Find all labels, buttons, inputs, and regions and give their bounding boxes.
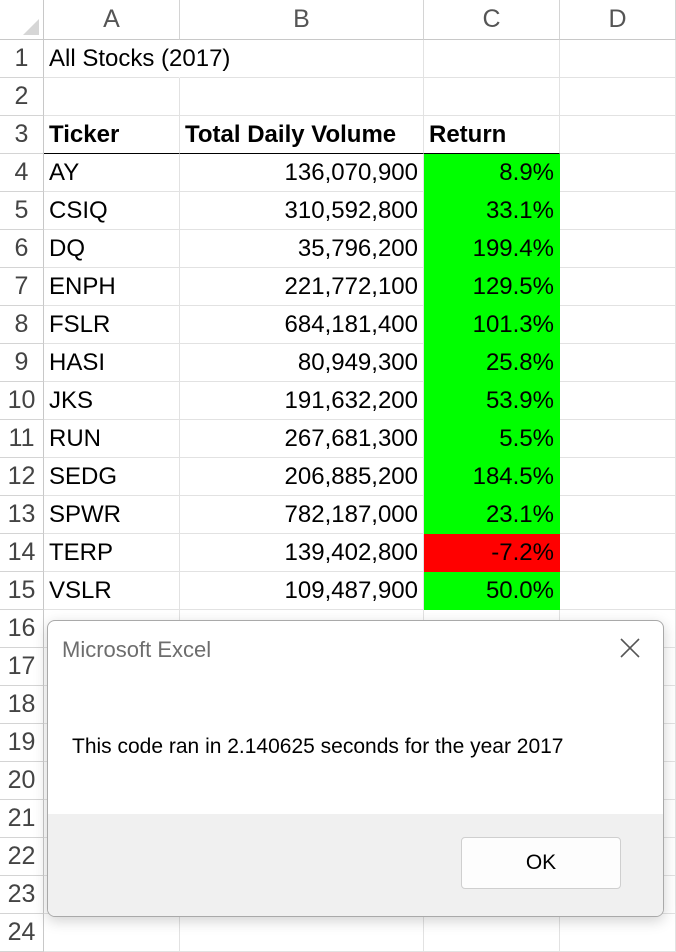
ticker-cell[interactable]: ENPH	[44, 268, 180, 306]
cell-d10[interactable]	[560, 382, 676, 420]
cell-c1[interactable]	[424, 40, 560, 78]
row-header-22[interactable]: 22	[0, 838, 44, 876]
cell-b24[interactable]	[180, 914, 424, 952]
row-header-9[interactable]: 9	[0, 344, 44, 382]
cell-d12[interactable]	[560, 458, 676, 496]
row-header-24[interactable]: 24	[0, 914, 44, 952]
return-cell[interactable]: 8.9%	[424, 154, 560, 192]
return-cell[interactable]: 184.5%	[424, 458, 560, 496]
ticker-cell[interactable]: VSLR	[44, 572, 180, 610]
cell-a2[interactable]	[44, 78, 180, 116]
cell-d2[interactable]	[560, 78, 676, 116]
cell-d5[interactable]	[560, 192, 676, 230]
cell-c2[interactable]	[424, 78, 560, 116]
header-volume[interactable]: Total Daily Volume	[180, 116, 424, 154]
cell-a24[interactable]	[44, 914, 180, 952]
sheet-title-cell[interactable]: All Stocks (2017)	[44, 40, 230, 78]
ticker-cell[interactable]: CSIQ	[44, 192, 180, 230]
dialog-message: This code ran in 2.140625 seconds for th…	[72, 735, 564, 758]
return-cell[interactable]: 23.1%	[424, 496, 560, 534]
return-cell[interactable]: 129.5%	[424, 268, 560, 306]
cell-d4[interactable]	[560, 154, 676, 192]
row-header-1[interactable]: 1	[0, 40, 44, 78]
row-header-20[interactable]: 20	[0, 762, 44, 800]
cell-d3[interactable]	[560, 116, 676, 154]
row-header-14[interactable]: 14	[0, 534, 44, 572]
row-header-3[interactable]: 3	[0, 116, 44, 154]
cell-d1[interactable]	[560, 40, 676, 78]
ticker-cell[interactable]: AY	[44, 154, 180, 192]
cell-d8[interactable]	[560, 306, 676, 344]
column-header-d[interactable]: D	[560, 0, 676, 40]
ticker-cell[interactable]: FSLR	[44, 306, 180, 344]
header-return[interactable]: Return	[424, 116, 560, 154]
row-header-15[interactable]: 15	[0, 572, 44, 610]
cell-d11[interactable]	[560, 420, 676, 458]
volume-cell[interactable]: 109,487,900	[180, 572, 424, 610]
row-header-16[interactable]: 16	[0, 610, 44, 648]
row-header-13[interactable]: 13	[0, 496, 44, 534]
row-header-8[interactable]: 8	[0, 306, 44, 344]
return-cell[interactable]: 50.0%	[424, 572, 560, 610]
volume-cell[interactable]: 80,949,300	[180, 344, 424, 382]
return-cell[interactable]: 5.5%	[424, 420, 560, 458]
volume-cell[interactable]: 206,885,200	[180, 458, 424, 496]
close-icon[interactable]	[617, 635, 643, 661]
row-header-17[interactable]: 17	[0, 648, 44, 686]
message-dialog: Microsoft Excel This code ran in 2.14062…	[47, 620, 664, 917]
cell-d7[interactable]	[560, 268, 676, 306]
ok-button[interactable]: OK	[461, 837, 621, 889]
volume-cell[interactable]: 684,181,400	[180, 306, 424, 344]
volume-cell[interactable]: 310,592,800	[180, 192, 424, 230]
cell-d9[interactable]	[560, 344, 676, 382]
cell-b1[interactable]	[180, 40, 424, 78]
volume-cell[interactable]: 267,681,300	[180, 420, 424, 458]
column-header-a[interactable]: A	[44, 0, 180, 40]
return-cell[interactable]: -7.2%	[424, 534, 560, 572]
volume-cell[interactable]: 35,796,200	[180, 230, 424, 268]
header-ticker[interactable]: Ticker	[44, 116, 180, 154]
row-header-19[interactable]: 19	[0, 724, 44, 762]
volume-cell[interactable]: 139,402,800	[180, 534, 424, 572]
ticker-cell[interactable]: SPWR	[44, 496, 180, 534]
cell-d24[interactable]	[560, 914, 676, 952]
row-header-21[interactable]: 21	[0, 800, 44, 838]
cell-b2[interactable]	[180, 78, 424, 116]
cell-d13[interactable]	[560, 496, 676, 534]
row-header-23[interactable]: 23	[0, 876, 44, 914]
cell-d14[interactable]	[560, 534, 676, 572]
column-header-c[interactable]: C	[424, 0, 560, 40]
cell-d6[interactable]	[560, 230, 676, 268]
return-cell[interactable]: 53.9%	[424, 382, 560, 420]
ticker-cell[interactable]: RUN	[44, 420, 180, 458]
return-cell[interactable]: 199.4%	[424, 230, 560, 268]
volume-cell[interactable]: 191,632,200	[180, 382, 424, 420]
row-header-6[interactable]: 6	[0, 230, 44, 268]
return-cell[interactable]: 101.3%	[424, 306, 560, 344]
row-header-18[interactable]: 18	[0, 686, 44, 724]
ticker-cell[interactable]: DQ	[44, 230, 180, 268]
column-header-b[interactable]: B	[180, 0, 424, 40]
select-all-corner[interactable]	[0, 0, 44, 40]
row-header-10[interactable]: 10	[0, 382, 44, 420]
row-header-5[interactable]: 5	[0, 192, 44, 230]
row-header-12[interactable]: 12	[0, 458, 44, 496]
row-header-4[interactable]: 4	[0, 154, 44, 192]
ticker-cell[interactable]: SEDG	[44, 458, 180, 496]
ticker-cell[interactable]: TERP	[44, 534, 180, 572]
volume-cell[interactable]: 221,772,100	[180, 268, 424, 306]
row-header-2[interactable]: 2	[0, 78, 44, 116]
cell-c24[interactable]	[424, 914, 560, 952]
volume-cell[interactable]: 136,070,900	[180, 154, 424, 192]
ticker-cell[interactable]: JKS	[44, 382, 180, 420]
cell-d15[interactable]	[560, 572, 676, 610]
row-header-7[interactable]: 7	[0, 268, 44, 306]
return-cell[interactable]: 25.8%	[424, 344, 560, 382]
dialog-title: Microsoft Excel	[62, 637, 212, 662]
ticker-cell[interactable]: HASI	[44, 344, 180, 382]
volume-cell[interactable]: 782,187,000	[180, 496, 424, 534]
return-cell[interactable]: 33.1%	[424, 192, 560, 230]
row-header-11[interactable]: 11	[0, 420, 44, 458]
